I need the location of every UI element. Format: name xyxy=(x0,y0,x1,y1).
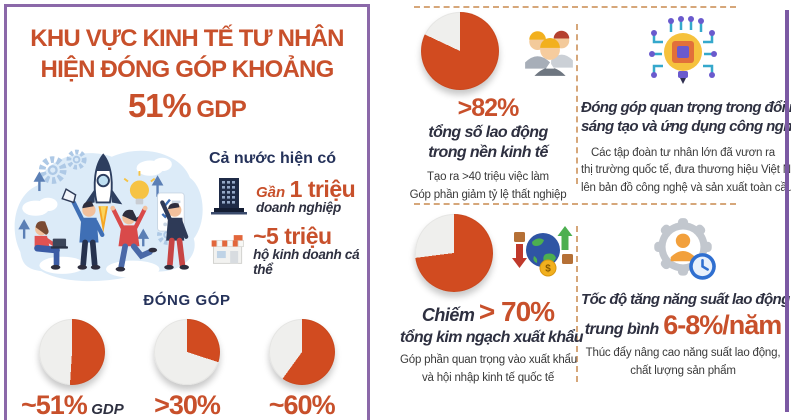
dashed-divider-top xyxy=(414,6,736,8)
svg-text:$: $ xyxy=(545,264,551,275)
person-pointing xyxy=(160,200,189,270)
exports-prefix: Chiếm xyxy=(421,305,475,325)
labor-heading2: trong nền kinh tế xyxy=(428,144,548,161)
stat1-value: 1 triệu xyxy=(289,175,356,202)
labor-percent: >82% xyxy=(457,94,520,122)
dashed-divider-vertical-top xyxy=(576,24,578,184)
innovation-sub3: lên bản đồ công nghệ và sản xuất toàn cầ… xyxy=(581,182,791,195)
person-laptop xyxy=(34,221,68,270)
innovation-heading1: Đóng góp quan trọng trong đổi mới xyxy=(581,99,791,116)
clipped-panel-border xyxy=(785,10,789,412)
overview-section: Cả nước hiện có xyxy=(7,136,367,288)
quadrant-innovation: Đóng góp quan trọng trong đổi mới sáng t… xyxy=(581,12,791,198)
pie-chart-investment xyxy=(268,319,335,386)
stat1-label: doanh nghiệp xyxy=(256,199,341,215)
person-megaphone xyxy=(61,188,105,270)
contribution-heading: ĐÓNG GÓP xyxy=(143,292,231,310)
left-panel: KHU VỰC KINH TẾ TƯ NHÂN HIỆN ĐÓNG GÓP KH… xyxy=(4,4,370,420)
productivity-prefix: trung bình xyxy=(584,320,660,338)
shop-icon xyxy=(211,235,244,265)
exports-sub1: Góp phần quan trọng vào xuất khẩu xyxy=(400,354,577,366)
stat2-value: ~5 triệu xyxy=(253,223,332,250)
pie-gdp-unit: GDP xyxy=(91,401,124,419)
productivity-heading: Tốc độ tăng năng suất lao động xyxy=(581,291,790,308)
person-jumping xyxy=(110,206,158,272)
labor-heading1: tổng số lao động xyxy=(428,124,548,141)
rocket-icon xyxy=(84,153,123,234)
labor-sub2: Góp phần giảm tỷ lệ thất nghiệp xyxy=(409,188,567,201)
labor-sub1: Tạo ra >40 triệu việc làm xyxy=(427,171,549,183)
title-line2: HIỆN ĐÓNG GÓP KHOẢNG 51% GDP xyxy=(7,54,367,128)
innovation-bulb-icon xyxy=(649,16,717,84)
pie-chart-budget xyxy=(154,319,220,386)
lightbulb-icon xyxy=(123,171,156,205)
pie-budget: >30% ngân sách Nhà nước xyxy=(130,319,245,420)
stat-households: ~5 triệu hộ kinh doanh cá thể xyxy=(209,225,367,277)
pie-investment: ~60% vốn đầu tư toàn xã hội xyxy=(244,319,359,420)
stat-enterprises: Gần 1 triệu doanh nghiệp xyxy=(209,176,367,216)
people-rocket-illustration xyxy=(14,149,203,282)
dashed-divider-middle xyxy=(414,203,736,205)
country-stats: Cả nước hiện có xyxy=(209,136,367,288)
title-line1: KHU VỰC KINH TẾ TƯ NHÂN xyxy=(30,25,344,52)
growth-arrows xyxy=(18,171,164,247)
exports-sub2: và hội nhập kinh tế quốc tế xyxy=(421,371,555,384)
quadrant-exports: $ Chiếm > 70% tổng kim ngạch xuất khẩu G… xyxy=(400,214,584,388)
pie-chart-exports xyxy=(414,214,493,292)
pie-gdp-value: ~51% xyxy=(20,390,88,420)
productivity-sub2: chất lượng sản phẩm xyxy=(630,364,736,377)
workers-icon xyxy=(525,30,573,76)
contribution-pies: ~51% GDP >30% ngân sách Nhà nước ~60% vố… xyxy=(7,309,367,420)
innovation-sub1: Các tập đoàn tư nhân lớn đã vươn ra xyxy=(591,146,775,159)
innovation-sub2: thị trường quốc tế, đưa thương hiệu Việt… xyxy=(581,164,791,177)
productivity-gear-icon xyxy=(654,218,716,280)
pie-budget-value: >30% xyxy=(154,390,221,420)
quadrant-productivity: Tốc độ tăng năng suất lao động trung bìn… xyxy=(581,214,790,380)
stat2-label: hộ kinh doanh cá thể xyxy=(253,247,360,278)
innovation-heading2: sáng tạo và ứng dụng công nghệ xyxy=(581,117,791,135)
pie-chart-labor xyxy=(420,12,499,90)
exports-percent: > 70% xyxy=(478,296,555,327)
exports-heading: tổng kim ngạch xuất khẩu xyxy=(400,329,584,346)
office-building-icon xyxy=(211,178,247,215)
title-suffix: GDP xyxy=(196,96,246,124)
pie-gdp: ~51% GDP xyxy=(15,319,130,420)
productivity-sub1: Thúc đẩy nâng cao năng suất lao động, xyxy=(585,346,781,359)
quadrant-labor: >82% tổng số lao động trong nền kinh tế … xyxy=(400,12,576,205)
stat1-prefix: Gần xyxy=(256,183,286,201)
dashed-divider-vertical-bottom xyxy=(576,226,578,382)
main-title: KHU VỰC KINH TẾ TƯ NHÂN HIỆN ĐÓNG GÓP KH… xyxy=(7,23,367,128)
global-trade-icon: $ xyxy=(512,226,573,277)
title-percent: 51% xyxy=(128,87,192,125)
pie-chart-gdp xyxy=(39,319,106,386)
country-has-label: Cả nước hiện có xyxy=(209,150,336,168)
title-line2-prefix: HIỆN ĐÓNG GÓP KHOẢNG xyxy=(40,56,335,84)
pie-investment-value: ~60% xyxy=(268,390,336,420)
productivity-value: 6-8%/năm xyxy=(663,309,782,340)
right-panel: >82% tổng số lao động trong nền kinh tế … xyxy=(400,0,791,420)
